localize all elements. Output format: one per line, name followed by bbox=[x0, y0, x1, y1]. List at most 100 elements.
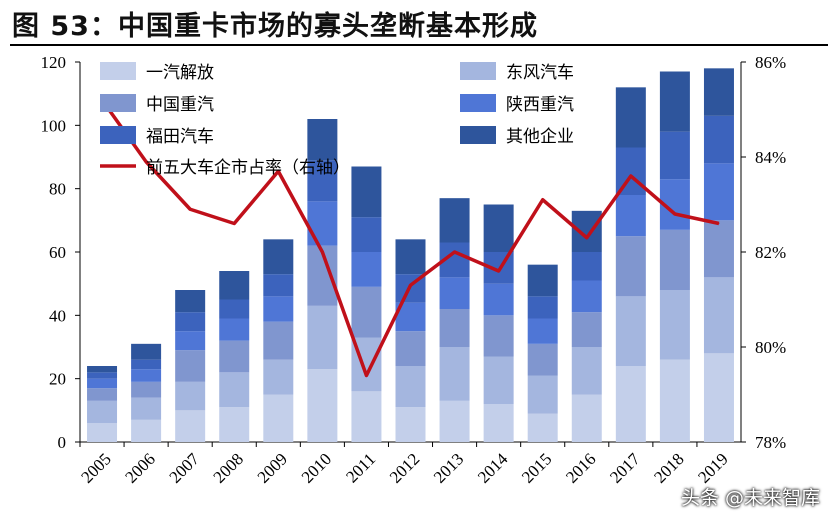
x-tick-label: 2014 bbox=[474, 449, 512, 487]
x-tick-label: 2011 bbox=[342, 449, 379, 486]
bar-segment bbox=[219, 340, 250, 373]
y-tick-label: 0 bbox=[58, 433, 67, 452]
legend-label: 东风汽车 bbox=[506, 63, 574, 83]
bar-segment bbox=[175, 410, 206, 442]
bar-segment bbox=[395, 407, 426, 442]
bar-segment bbox=[615, 195, 646, 237]
legend-swatch bbox=[100, 94, 136, 112]
bar-segment bbox=[527, 413, 558, 442]
bar-segment bbox=[307, 369, 338, 442]
bar-segment bbox=[263, 274, 294, 297]
bar-segment bbox=[87, 423, 118, 442]
bar-segment bbox=[307, 305, 338, 370]
bar-segment bbox=[131, 419, 162, 442]
bar-segment bbox=[703, 353, 734, 442]
bar-segment bbox=[571, 252, 602, 281]
bar-segment bbox=[527, 264, 558, 297]
legend-swatch bbox=[460, 62, 496, 80]
bar-segment bbox=[307, 119, 338, 161]
bar-segment bbox=[571, 312, 602, 347]
y2-tick-label: 80% bbox=[755, 338, 786, 357]
bar-segment bbox=[483, 204, 514, 252]
bar-segment bbox=[131, 397, 162, 420]
bar-segment bbox=[527, 318, 558, 344]
bars-group bbox=[87, 68, 734, 442]
y2-tick-label: 86% bbox=[755, 53, 786, 72]
x-tick-label: 2005 bbox=[77, 449, 114, 486]
bar-segment bbox=[615, 87, 646, 148]
bar-segment bbox=[571, 280, 602, 313]
bar-segment bbox=[87, 372, 118, 379]
share-point bbox=[630, 175, 632, 177]
bar-segment bbox=[351, 391, 382, 442]
x-tick-label: 2019 bbox=[694, 449, 731, 486]
share-point bbox=[586, 237, 588, 239]
y2-tick-label: 84% bbox=[755, 148, 786, 167]
bar-segment bbox=[571, 347, 602, 395]
share-point bbox=[498, 270, 500, 272]
bar-segment bbox=[703, 277, 734, 354]
share-line-group bbox=[100, 98, 720, 378]
bar-segment bbox=[87, 400, 118, 423]
bar-segment bbox=[703, 220, 734, 278]
share-point bbox=[454, 251, 456, 253]
bar-segment bbox=[659, 229, 690, 290]
x-tick-label: 2018 bbox=[650, 449, 687, 486]
x-tick-label: 2016 bbox=[562, 449, 599, 486]
bar-segment bbox=[703, 163, 734, 221]
x-tick-label: 2010 bbox=[298, 449, 335, 486]
bar-segment bbox=[219, 372, 250, 408]
legend-line-label: 前五大车企市占率（右轴） bbox=[146, 158, 350, 178]
bar-segment bbox=[659, 71, 690, 132]
bar-segment bbox=[527, 343, 558, 376]
bar-segment bbox=[439, 277, 470, 309]
bar-segment bbox=[175, 312, 206, 332]
bar-segment bbox=[351, 286, 382, 338]
bar-segment bbox=[307, 201, 338, 246]
legend-label: 福田汽车 bbox=[146, 127, 214, 147]
y2-tick-label: 82% bbox=[755, 243, 786, 262]
bar-segment bbox=[175, 350, 206, 382]
bar-segment bbox=[615, 296, 646, 366]
y-tick-label: 60 bbox=[49, 243, 66, 262]
bar-segment bbox=[527, 375, 558, 414]
bar-segment bbox=[703, 68, 734, 116]
bar-segment bbox=[571, 394, 602, 442]
x-tick-label: 2007 bbox=[166, 449, 204, 487]
bar-segment bbox=[659, 359, 690, 442]
bar-segment bbox=[395, 239, 426, 275]
bar-segment bbox=[483, 283, 514, 316]
y2-tick-label: 78% bbox=[755, 433, 786, 452]
share-point bbox=[542, 199, 544, 201]
share-point bbox=[410, 284, 411, 286]
y-tick-label: 40 bbox=[49, 306, 66, 325]
bar-segment bbox=[483, 404, 514, 442]
x-tick-label: 2012 bbox=[386, 449, 423, 486]
x-tick-label: 2006 bbox=[121, 449, 158, 486]
legend-label: 一汽解放 bbox=[146, 63, 214, 83]
bar-segment bbox=[131, 381, 162, 398]
x-tick-label: 2008 bbox=[210, 449, 247, 486]
share-point bbox=[365, 375, 367, 376]
legend-label: 陕西重汽 bbox=[506, 95, 574, 115]
legend-swatch bbox=[460, 94, 496, 112]
bar-segment bbox=[615, 236, 646, 297]
bar-segment bbox=[351, 252, 382, 287]
x-tick-label: 2015 bbox=[518, 449, 555, 486]
share-point bbox=[321, 251, 323, 253]
y-tick-label: 80 bbox=[49, 180, 66, 199]
y-tick-label: 20 bbox=[49, 370, 66, 389]
legend-swatch bbox=[100, 126, 136, 144]
bar-segment bbox=[351, 166, 382, 218]
bar-segment bbox=[571, 210, 602, 252]
bar-segment bbox=[175, 331, 206, 351]
title-underline bbox=[10, 44, 828, 46]
bar-segment bbox=[263, 394, 294, 442]
bar-segment bbox=[87, 366, 118, 373]
share-point bbox=[674, 213, 676, 215]
share-point bbox=[233, 223, 235, 224]
figure-title: 图 53：中国重卡市场的寡头垄断基本形成 bbox=[12, 11, 538, 42]
bar-segment bbox=[219, 271, 250, 300]
bar-segment bbox=[351, 217, 382, 252]
bar-segment bbox=[219, 299, 250, 319]
